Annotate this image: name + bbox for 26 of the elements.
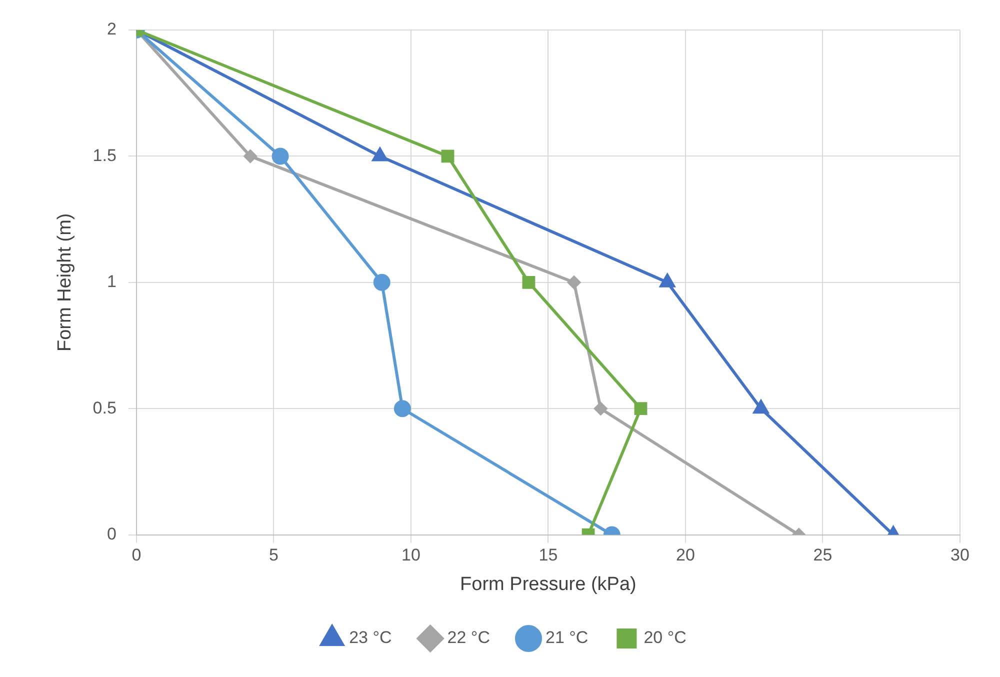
legend-label: 22 °C bbox=[447, 628, 490, 648]
point bbox=[568, 276, 581, 289]
x-axis-title: Form Pressure (kPa) bbox=[460, 574, 636, 595]
legend-label: 23 °C bbox=[349, 628, 392, 648]
x-tick-label: 25 bbox=[813, 546, 832, 565]
legend-label: 21 °C bbox=[546, 628, 588, 648]
point bbox=[660, 274, 675, 288]
point bbox=[441, 150, 454, 163]
point bbox=[244, 150, 257, 163]
x-tick-label: 15 bbox=[538, 546, 558, 565]
y-tick-label: 1.5 bbox=[92, 146, 116, 165]
x-tick-label: 5 bbox=[268, 546, 278, 565]
point bbox=[272, 148, 289, 165]
x-tick-label: 0 bbox=[132, 546, 142, 565]
point bbox=[753, 400, 769, 414]
point bbox=[522, 276, 536, 289]
point bbox=[373, 274, 390, 291]
y-tick-label: 0 bbox=[106, 524, 116, 544]
x-tick-label: 30 bbox=[950, 546, 970, 565]
y-axis-title: Form Height (m) bbox=[54, 213, 76, 352]
legend-label: 20 °C bbox=[644, 628, 686, 648]
y-tick-label: 2 bbox=[106, 20, 116, 39]
y-tick-label: 0.5 bbox=[92, 398, 116, 418]
x-tick-label: 10 bbox=[401, 546, 420, 565]
x-tick-label: 20 bbox=[676, 546, 695, 565]
y-tick-label: 1 bbox=[106, 272, 116, 292]
